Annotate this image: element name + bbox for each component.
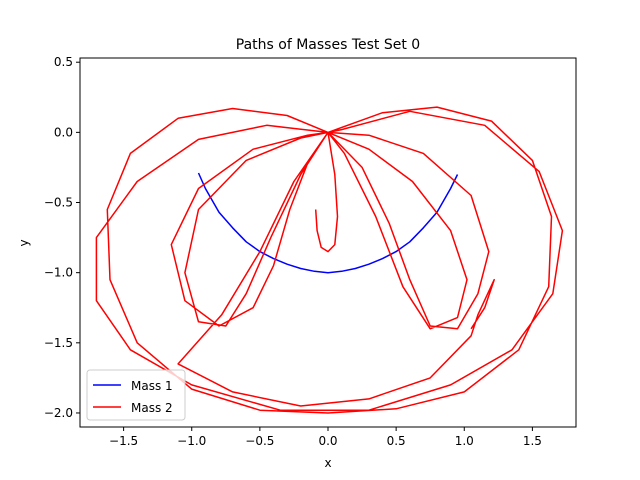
y-tick-label: 0.0 bbox=[54, 125, 73, 139]
y-tick-label: −1.5 bbox=[44, 336, 73, 350]
x-tick-label: 0.0 bbox=[318, 434, 337, 448]
chart-title: Paths of Masses Test Set 0 bbox=[236, 37, 420, 53]
plot-series bbox=[95, 106, 564, 414]
x-tick-label: 0.5 bbox=[387, 434, 406, 448]
y-tick-label: −1.0 bbox=[44, 266, 73, 280]
x-tick-label: −1.5 bbox=[109, 434, 138, 448]
x-tick-label: −1.0 bbox=[177, 434, 206, 448]
legend: Mass 1 Mass 2 bbox=[86, 369, 186, 421]
legend-label-mass-1: Mass 1 bbox=[131, 379, 173, 393]
x-tick-label: 1.5 bbox=[523, 434, 542, 448]
series-line-mass-1 bbox=[197, 172, 459, 274]
y-axis-label: y bbox=[17, 239, 31, 246]
y-axis-ticks: 0.5 0.0 −0.5 −1.0 −1.5 −2.0 bbox=[44, 55, 80, 420]
x-tick-label: 1.0 bbox=[455, 434, 474, 448]
series-line-mass-2 bbox=[95, 106, 564, 414]
y-tick-label: 0.5 bbox=[54, 55, 73, 69]
legend-label-mass-2: Mass 2 bbox=[131, 401, 173, 415]
x-tick-label: −0.5 bbox=[245, 434, 274, 448]
x-axis-ticks: −1.5 −1.0 −0.5 0.0 0.5 1.0 1.5 bbox=[109, 427, 542, 448]
y-tick-label: −2.0 bbox=[44, 406, 73, 420]
x-axis-label: x bbox=[324, 456, 331, 470]
y-tick-label: −0.5 bbox=[44, 196, 73, 210]
